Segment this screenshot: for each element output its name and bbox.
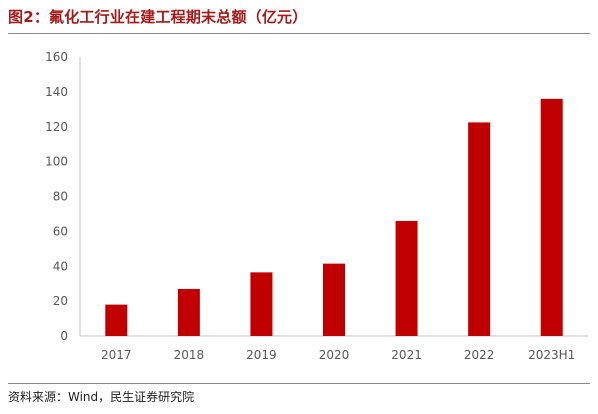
y-tick-label: 0 [60,329,68,343]
x-axis: 2017 2018 2019 2020 2021 2022 2023H1 [101,348,575,362]
y-axis: 0 20 40 60 80 100 120 140 160 [45,50,68,343]
bar [105,304,128,336]
bar [250,272,273,336]
bar [323,263,345,336]
source-note: 资料来源：Wind，民生证券研究院 [8,390,195,404]
x-tick-label: 2023H1 [528,348,575,362]
x-tick-label: 2017 [101,348,132,362]
chart-title: 图2：氟化工行业在建工程期末总额（亿元） [8,8,308,26]
bar [540,98,563,336]
x-tick-label: 2018 [174,348,205,362]
bar [468,122,491,336]
x-tick-label: 2019 [246,348,277,362]
source-divider [8,383,590,384]
y-tick-label: 60 [53,224,68,238]
y-tick-label: 100 [45,155,68,169]
y-tick-label: 140 [45,85,68,99]
title-divider [8,33,590,34]
y-tick-label: 20 [53,294,68,308]
x-tick-label: 2022 [464,348,495,362]
y-tick-label: 80 [53,190,68,204]
bar [177,288,200,336]
y-tick-label: 40 [53,259,68,273]
y-tick-label: 120 [45,120,68,134]
x-tick-label: 2021 [391,348,422,362]
y-tick-label: 160 [45,50,68,64]
bar-series [105,98,563,336]
x-tick-label: 2020 [319,348,350,362]
bar [395,220,418,336]
